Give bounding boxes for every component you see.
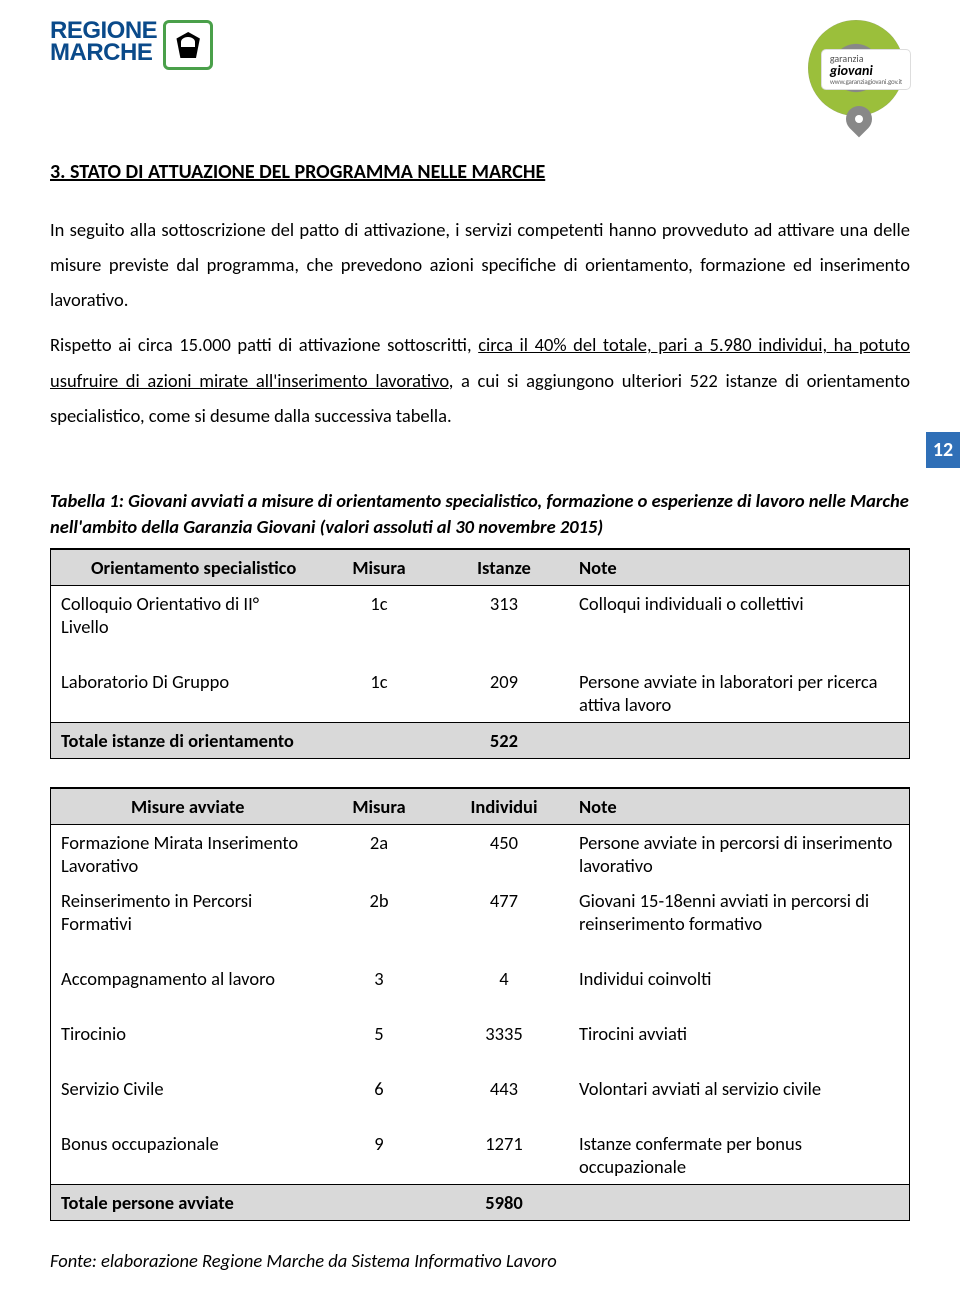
t1-h3: Istanze bbox=[439, 549, 569, 586]
t2-h1: Misure avviate bbox=[51, 788, 320, 825]
t2-h2: Misura bbox=[319, 788, 439, 825]
header: REGIONE MARCHE garanzia giovani www.gara… bbox=[50, 20, 910, 130]
para2-a: Rispetto ai circa 15.000 patti di attiva… bbox=[50, 333, 478, 356]
cell: Giovani 15-18enni avviati in percorsi di… bbox=[569, 883, 910, 941]
cell: 477 bbox=[439, 883, 569, 941]
cell: 9 bbox=[319, 1126, 439, 1185]
cell: Colloquio Orientativo di II° Livello bbox=[51, 585, 320, 644]
cell: Totale istanze di orientamento bbox=[51, 722, 320, 758]
cell: Individui coinvolti bbox=[569, 961, 910, 996]
cell: Formazione Mirata Inserimento Lavorativo bbox=[51, 824, 320, 883]
logo-regione-marche: REGIONE MARCHE bbox=[50, 20, 213, 70]
cell: Laboratorio Di Gruppo bbox=[51, 664, 320, 723]
cell: 313 bbox=[439, 585, 569, 644]
t2-h4: Note bbox=[569, 788, 910, 825]
logo-garanzia-giovani: garanzia giovani www.garanziagiovani.gov… bbox=[790, 20, 910, 130]
cell: 5 bbox=[319, 1016, 439, 1051]
table-caption: Tabella 1: Giovani avviati a misure di o… bbox=[50, 488, 910, 540]
table-misure: Misure avviate Misura Individui Note For… bbox=[50, 787, 910, 1221]
t1-h4: Note bbox=[569, 549, 910, 586]
cell: Persone avviate in laboratori per ricerc… bbox=[569, 664, 910, 723]
table-orientamento: Orientamento specialistico Misura Istanz… bbox=[50, 548, 910, 759]
cell: Istanze confermate per bonus occupaziona… bbox=[569, 1126, 910, 1185]
table-row: Formazione Mirata Inserimento Lavorativo… bbox=[51, 824, 910, 883]
shield-icon bbox=[163, 20, 213, 70]
cell: 2b bbox=[319, 883, 439, 941]
table-total-row: Totale persone avviate 5980 bbox=[51, 1184, 910, 1220]
table-row: Tirocinio 5 3335 Tirocini avviati bbox=[51, 1016, 910, 1051]
cell: 1c bbox=[319, 585, 439, 644]
cell: 450 bbox=[439, 824, 569, 883]
t1-h1: Orientamento specialistico bbox=[51, 549, 320, 586]
cell: 6 bbox=[319, 1071, 439, 1106]
cell: Persone avviate in percorsi di inserimen… bbox=[569, 824, 910, 883]
t1-h2: Misura bbox=[319, 549, 439, 586]
cell: Volontari avviati al servizio civile bbox=[569, 1071, 910, 1106]
paragraph-2: Rispetto ai circa 15.000 patti di attiva… bbox=[50, 327, 910, 432]
cell: 522 bbox=[439, 722, 569, 758]
cell: Accompagnamento al lavoro bbox=[51, 961, 320, 996]
cell: 209 bbox=[439, 664, 569, 723]
cell: Bonus occupazionale bbox=[51, 1126, 320, 1185]
cell: 3 bbox=[319, 961, 439, 996]
cell: 4 bbox=[439, 961, 569, 996]
cell: Servizio Civile bbox=[51, 1071, 320, 1106]
logo-text-line2: MARCHE bbox=[50, 42, 157, 64]
cell: Reinserimento in Percorsi Formativi bbox=[51, 883, 320, 941]
section-heading: 3. STATO DI ATTUAZIONE DEL PROGRAMMA NEL… bbox=[50, 160, 910, 184]
cell: Tirocinio bbox=[51, 1016, 320, 1051]
cell: Totale persone avviate bbox=[51, 1184, 320, 1220]
cell: 2a bbox=[319, 824, 439, 883]
page-number-badge: 12 bbox=[926, 432, 960, 468]
paragraph-1: In seguito alla sottoscrizione del patto… bbox=[50, 212, 910, 317]
cell: 1c bbox=[319, 664, 439, 723]
cell: Tirocini avviati bbox=[569, 1016, 910, 1051]
table-row: Laboratorio Di Gruppo 1c 209 Persone avv… bbox=[51, 664, 910, 723]
gg-url: www.garanziagiovani.gov.it bbox=[830, 78, 902, 85]
table-row: Bonus occupazionale 9 1271 Istanze confe… bbox=[51, 1126, 910, 1185]
table-row: Reinserimento in Percorsi Formativi 2b 4… bbox=[51, 883, 910, 941]
cell: 5980 bbox=[439, 1184, 569, 1220]
cell: Colloqui individuali o collettivi bbox=[569, 585, 910, 644]
source-note: Fonte: elaborazione Regione Marche da Si… bbox=[50, 1249, 910, 1272]
t2-h3: Individui bbox=[439, 788, 569, 825]
cell: 443 bbox=[439, 1071, 569, 1106]
table-row: Accompagnamento al lavoro 3 4 Individui … bbox=[51, 961, 910, 996]
gg-big: giovani bbox=[830, 64, 902, 78]
cell: 3335 bbox=[439, 1016, 569, 1051]
table-row: Colloquio Orientativo di II° Livello 1c … bbox=[51, 585, 910, 644]
table-total-row: Totale istanze di orientamento 522 bbox=[51, 722, 910, 758]
table-row: Servizio Civile 6 443 Volontari avviati … bbox=[51, 1071, 910, 1106]
cell: 1271 bbox=[439, 1126, 569, 1185]
